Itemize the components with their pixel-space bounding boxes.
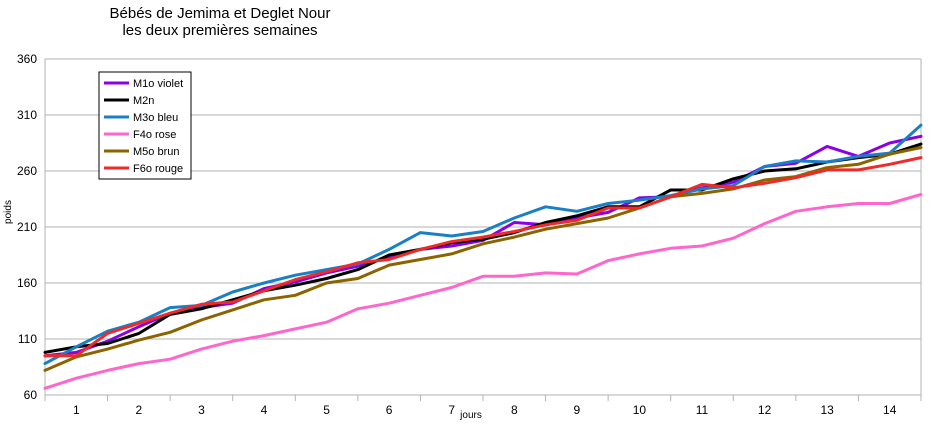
legend-box: [98, 71, 192, 180]
y-tick-label: 60: [24, 388, 38, 402]
y-tick-label: 360: [17, 52, 37, 66]
x-tick-label: 12: [758, 403, 772, 417]
axes: [44, 59, 922, 401]
x-axis-title: jours: [459, 410, 482, 421]
chart-subtitle: les deux premières semaines: [122, 22, 318, 39]
legend-label-2: M2n: [133, 95, 154, 107]
y-tick-label: 160: [17, 276, 37, 290]
x-tick-label: 8: [511, 403, 518, 417]
legend-label-1: M1o violet: [133, 78, 183, 90]
chart-title: Bébés de Jemima et Deglet Nour: [109, 5, 331, 22]
y-tick-label: 260: [17, 164, 37, 178]
series-line-2: [43, 142, 923, 354]
legend-label-5: M5o brun: [133, 146, 179, 158]
y-tick-label: 110: [18, 332, 37, 346]
x-tick-label: 10: [633, 403, 647, 417]
series-layer: [43, 123, 923, 390]
x-tick-label: 13: [820, 403, 834, 417]
x-tick-label: 5: [323, 403, 330, 417]
y-tick-labels: 60 110 160 210 260 310 360: [17, 52, 37, 402]
legend: M1o violet M2n M3o bleu F4o rose M5o brun F6o…: [98, 71, 192, 180]
x-tick-label: 2: [136, 403, 143, 417]
legend-label-6: F6o rouge: [133, 163, 183, 175]
x-tick-labels: 1 2 3 4 5 6 7 8 9 10 11 12 13 14: [73, 403, 897, 417]
x-tick-label: 14: [883, 403, 897, 417]
legend-label-3: M3o bleu: [133, 112, 178, 124]
series-line-5: [43, 146, 923, 372]
y-axis-title: poids: [3, 200, 14, 224]
x-tick-label: 9: [574, 403, 581, 417]
series-line-6: [43, 156, 923, 358]
x-tick-label: 1: [73, 403, 80, 417]
x-tick-label: 7: [448, 403, 455, 417]
y-tick-label: 310: [17, 108, 37, 122]
x-tick-label: 4: [261, 403, 268, 417]
x-tick-label: 6: [386, 403, 393, 417]
x-tick-label: 11: [696, 403, 709, 417]
y-tick-label: 210: [17, 220, 37, 234]
legend-label-4: F4o rose: [133, 129, 176, 141]
x-tick-label: 3: [198, 403, 205, 417]
series-line-4: [43, 193, 923, 390]
